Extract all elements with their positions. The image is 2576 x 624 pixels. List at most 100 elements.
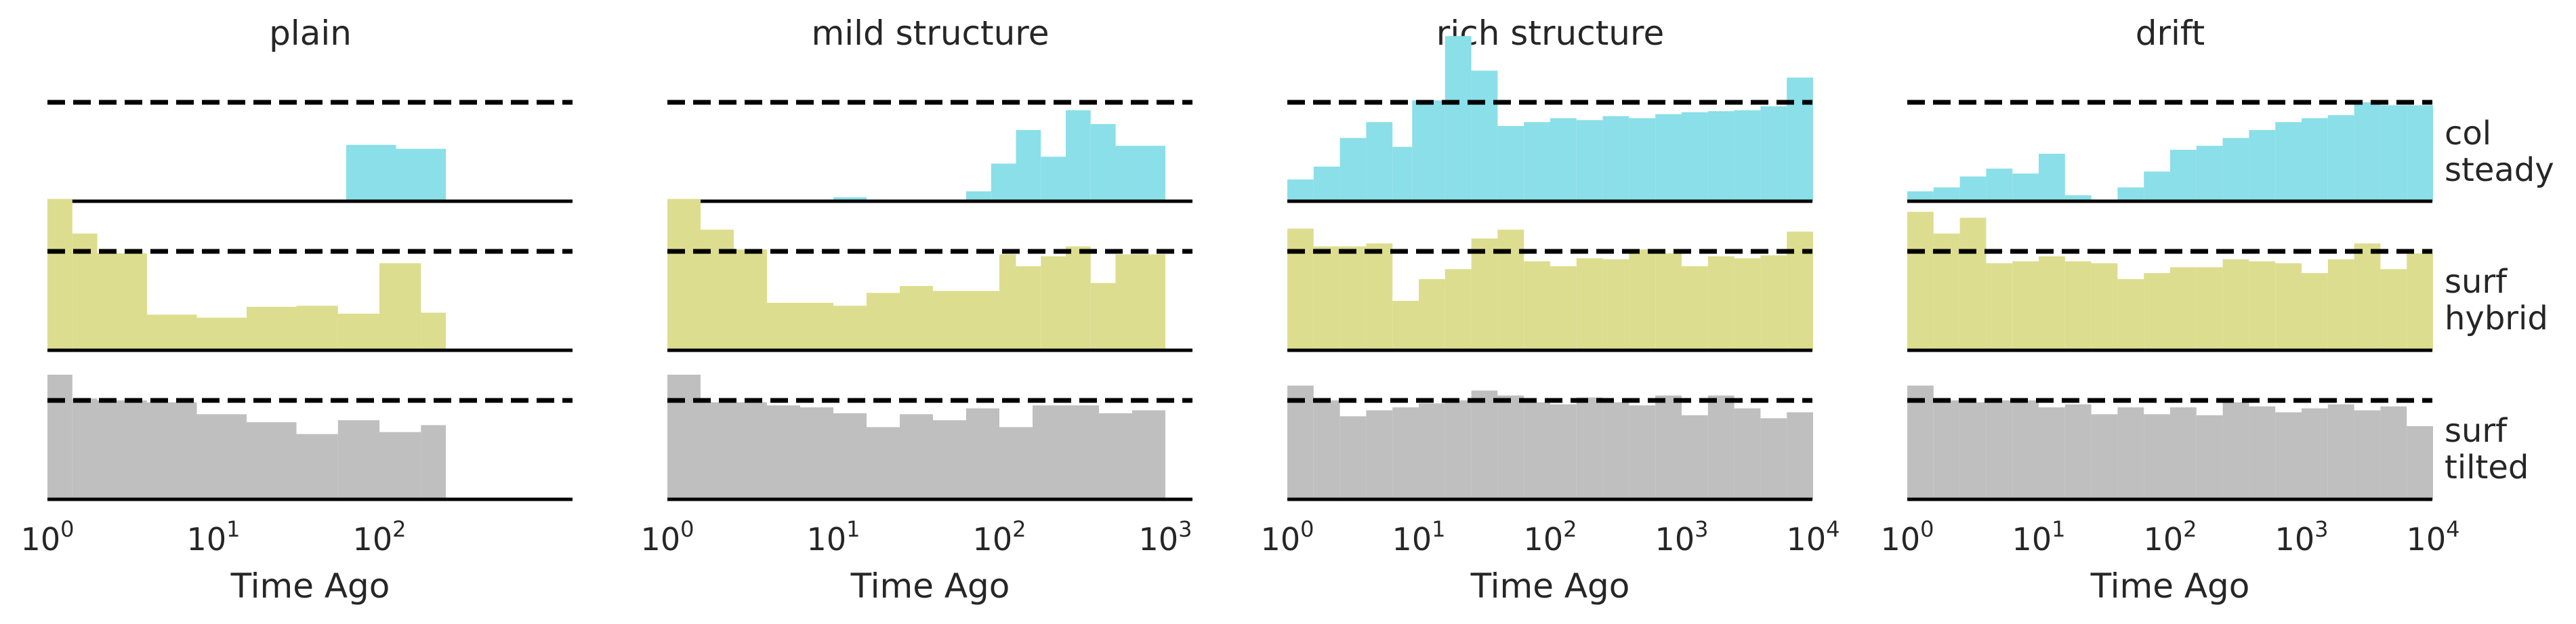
histogram-bar — [2196, 267, 2223, 350]
histogram-bar — [1760, 106, 1787, 201]
histogram-bar — [2380, 406, 2407, 499]
x-tick-label: 101 — [807, 516, 860, 558]
histogram-bar — [1392, 407, 1419, 499]
x-axis-ticks: 100 101 102 100 101 102 103 100 101 102 103 104 100 1… — [21, 516, 2460, 558]
histogram-bar — [2327, 404, 2354, 499]
histogram-bar — [1132, 410, 1165, 499]
histogram-bar — [1734, 258, 1761, 350]
histogram-bar — [1655, 395, 1682, 499]
x-tick-label: 101 — [187, 516, 241, 558]
histogram-bar — [1707, 256, 1734, 350]
column-title-plain: plain — [269, 14, 352, 53]
histogram-bar — [966, 408, 999, 499]
histogram-bar — [999, 427, 1033, 499]
panel-drift-surf-hybrid — [1907, 211, 2433, 352]
histogram-bar — [1655, 253, 1682, 350]
tick-exponent: 0 — [1300, 516, 1314, 542]
histogram-bar — [1576, 397, 1603, 499]
tick-exponent: 0 — [60, 516, 74, 542]
histogram-bar — [2039, 153, 2065, 201]
histogram-bar — [1471, 238, 1498, 350]
panel-rich-structure-surf-hybrid — [1287, 228, 1813, 352]
panel-mild-structure-surf-tilted — [667, 375, 1192, 501]
x-axis-label-mild-structure: Time Ago — [850, 566, 1010, 606]
panel-drift-surf-tilted — [1907, 386, 2433, 501]
panel-plain-col-steady — [47, 100, 573, 203]
histogram-bar — [396, 148, 446, 201]
histogram-bar — [1445, 269, 1472, 350]
histogram-bar — [1629, 118, 1656, 201]
histogram-bar — [1066, 110, 1091, 201]
histogram-bar — [47, 375, 72, 499]
histogram-bar — [1907, 191, 1934, 201]
histogram-bar — [379, 432, 421, 499]
histogram-bar — [1287, 386, 1314, 499]
histogram-bar — [2144, 273, 2170, 350]
histogram-bar — [867, 427, 900, 499]
histogram-bar — [1602, 402, 1629, 499]
histogram-bar — [2091, 414, 2118, 499]
histogram-bar — [1392, 301, 1419, 350]
panel-rich-structure-surf-tilted — [1287, 386, 1813, 501]
histogram-bar — [833, 413, 867, 499]
histogram-bar — [2064, 261, 2092, 350]
histogram-bar — [2144, 171, 2170, 201]
histogram-bar — [2064, 404, 2092, 499]
histogram-bar — [1760, 255, 1787, 350]
x-tick-label: 102 — [1524, 516, 1577, 558]
histogram-bar — [97, 400, 147, 499]
histogram-bar — [1445, 400, 1472, 499]
histogram-bar — [2249, 129, 2276, 201]
histogram-bar — [999, 254, 1016, 350]
tick-exponent: 0 — [1920, 516, 1934, 542]
histogram-bar — [933, 420, 966, 499]
histogram-bar — [2196, 415, 2223, 499]
histogram-bar — [147, 314, 197, 350]
tick-base: 10 — [807, 521, 847, 558]
histogram-bar — [1445, 36, 1472, 202]
histogram-bar — [1550, 404, 1577, 499]
histogram-bar — [2170, 150, 2197, 201]
histogram-bar — [296, 306, 338, 350]
histogram-bar — [2354, 410, 2381, 499]
histogram-bar — [2144, 414, 2170, 499]
histogram-bar — [1576, 120, 1603, 201]
histogram-bar — [1090, 124, 1116, 201]
histogram-bar — [1041, 256, 1066, 350]
histogram-bar — [1524, 122, 1550, 201]
histogram-bar — [1734, 408, 1761, 499]
histogram-bar — [2302, 118, 2328, 201]
histogram-bar — [1313, 166, 1340, 201]
tick-exponent: 3 — [1178, 516, 1192, 542]
row-label-line: surf — [2445, 412, 2508, 450]
x-tick-label: 100 — [1881, 516, 1934, 558]
histogram-bar — [1115, 146, 1165, 201]
histogram-bar — [701, 229, 734, 350]
panel-mild-structure-surf-hybrid — [667, 199, 1192, 352]
tick-base: 10 — [1655, 521, 1695, 558]
panel-drift-col-steady — [1907, 100, 2433, 203]
histogram-bar — [1707, 111, 1734, 201]
x-tick-label: 100 — [21, 516, 75, 558]
histogram-bar — [1471, 390, 1498, 499]
histogram-bar — [2012, 261, 2039, 350]
histogram-bar — [2117, 407, 2144, 499]
histogram-bar — [1524, 261, 1550, 350]
histogram-bar — [1339, 138, 1367, 201]
histogram-bar — [1959, 402, 1987, 499]
histogram-bar — [734, 402, 767, 499]
histogram-bar — [1066, 246, 1091, 350]
tick-base: 10 — [2275, 521, 2315, 558]
histogram-bar — [1016, 266, 1041, 350]
histogram-bar — [2170, 267, 2197, 350]
tick-exponent: 2 — [392, 516, 406, 542]
tick-exponent: 0 — [680, 516, 694, 542]
histogram-bar — [1497, 395, 1524, 499]
x-tick-label: 100 — [641, 516, 694, 558]
histogram-bar — [800, 407, 833, 499]
x-tick-label: 101 — [2012, 516, 2066, 558]
x-tick-label: 103 — [1139, 516, 1192, 558]
column-title-mild-structure: mild structure — [811, 14, 1049, 53]
histogram-bar — [1787, 412, 1813, 499]
tick-base: 10 — [1139, 521, 1179, 558]
